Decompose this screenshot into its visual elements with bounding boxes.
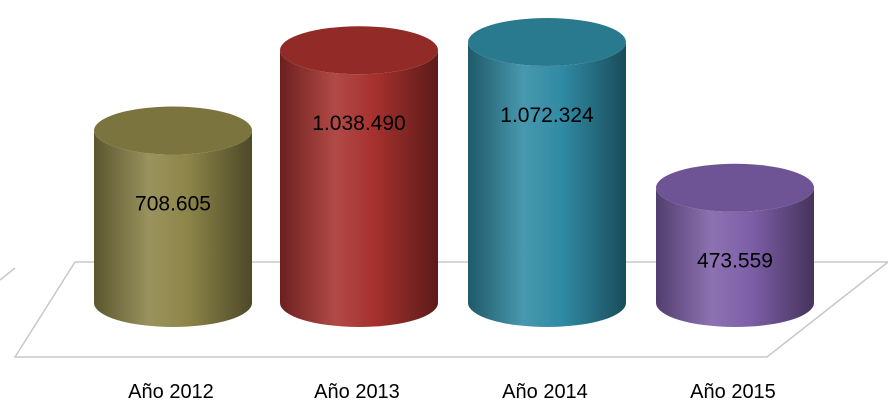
x-tick-label-4: Año 2015 xyxy=(690,381,776,403)
x-tick-label-1: Año 2012 xyxy=(128,381,214,403)
bar-body-1 xyxy=(94,130,252,327)
bar-2: 1.038.490 xyxy=(280,26,438,328)
bar-body-3 xyxy=(468,42,626,327)
bar-body-2 xyxy=(280,50,438,328)
x-tick-label-3: Año 2014 xyxy=(502,381,588,403)
data-label-2: 1.038.490 xyxy=(312,112,405,135)
data-label-1: 708.605 xyxy=(135,193,211,216)
bar-top-3 xyxy=(468,18,626,66)
back-wall-edge xyxy=(0,267,16,281)
bar-body-4 xyxy=(656,187,814,327)
bar-4: 473.559 xyxy=(656,163,814,327)
bar-3: 1.072.324 xyxy=(468,18,626,327)
bar-top-2 xyxy=(280,26,438,75)
data-label-4: 473.559 xyxy=(697,250,773,273)
x-tick-label-2: Año 2013 xyxy=(314,381,400,403)
bar-top-1 xyxy=(94,106,252,155)
bar-1: 708.605 xyxy=(94,106,252,327)
bar-top-4 xyxy=(656,163,814,212)
data-label-3: 1.072.324 xyxy=(500,104,594,127)
